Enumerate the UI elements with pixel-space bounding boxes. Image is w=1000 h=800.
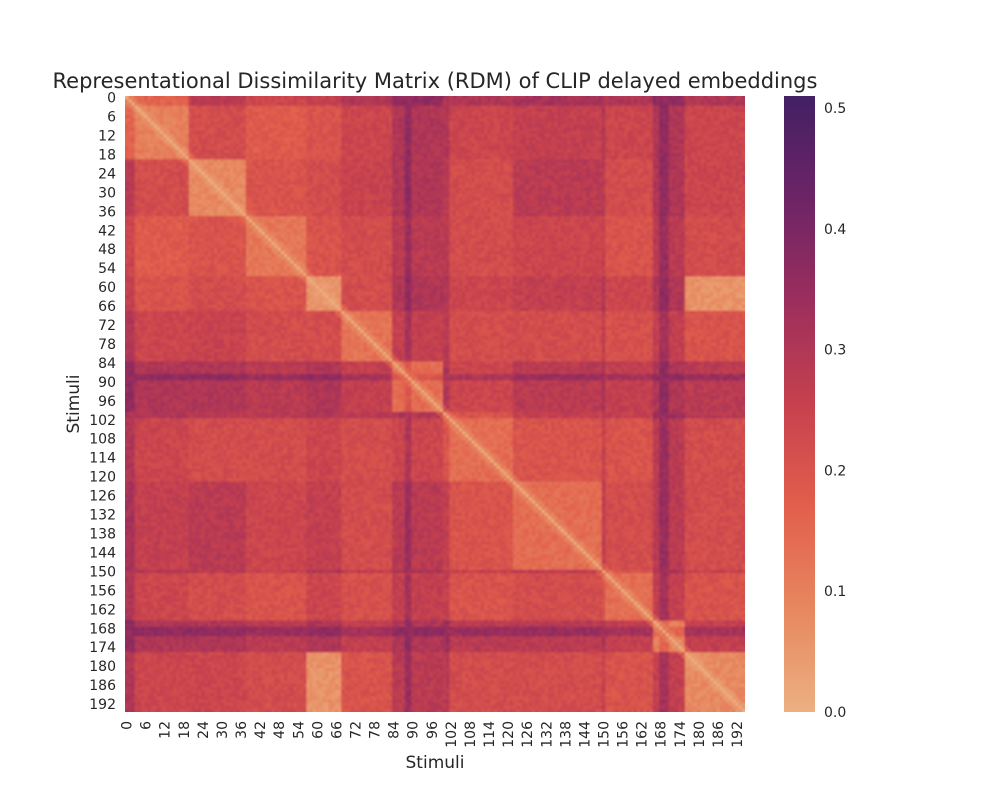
y-tick-label: 174 <box>89 640 116 656</box>
y-tick-label: 180 <box>89 659 116 675</box>
x-tick-label: 66 <box>329 721 345 739</box>
colorbar-tick-label: 0.4 <box>824 222 846 238</box>
y-tick-label: 36 <box>98 204 116 220</box>
y-tick-label: 132 <box>89 508 116 524</box>
x-tick-label: 24 <box>196 721 212 739</box>
y-tick-label: 102 <box>89 413 116 429</box>
y-tick-label: 78 <box>98 337 116 353</box>
x-tick-label: 156 <box>616 721 632 748</box>
y-tick-label: 186 <box>89 678 116 694</box>
y-tick-label: 162 <box>89 602 116 618</box>
y-tick-label: 6 <box>107 110 116 126</box>
y-tick-label: 84 <box>98 356 116 372</box>
y-tick-label: 66 <box>98 299 116 315</box>
x-tick-label: 96 <box>425 721 441 739</box>
x-tick-label: 84 <box>387 721 403 739</box>
y-tick-label: 30 <box>98 185 116 201</box>
y-tick-label: 42 <box>98 223 116 239</box>
x-tick-label: 132 <box>539 721 555 748</box>
x-tick-label: 102 <box>444 721 460 748</box>
colorbar-gradient <box>784 96 815 712</box>
x-tick-label: 120 <box>501 721 517 748</box>
x-tick-label: 180 <box>692 721 708 748</box>
x-tick-label: 150 <box>597 721 613 748</box>
x-tick-label: 60 <box>310 721 326 739</box>
x-tick-label: 108 <box>463 721 479 748</box>
y-tick-label: 126 <box>89 489 116 505</box>
y-tick-label: 150 <box>89 564 116 580</box>
x-tick-label: 168 <box>654 721 670 748</box>
y-axis-ticks: 0 6 12 18 24 30 36 42 48 54 60 66 72 78 84 90 96 102 108 11… <box>89 91 116 714</box>
y-tick-label: 48 <box>98 242 116 258</box>
y-tick-label: 96 <box>98 394 116 410</box>
x-tick-label: 18 <box>177 721 193 739</box>
y-tick-label: 24 <box>98 166 116 182</box>
heatmap-area <box>125 96 745 712</box>
y-tick-label: 12 <box>98 128 116 144</box>
y-tick-label: 90 <box>98 375 116 391</box>
y-tick-label: 72 <box>98 318 116 334</box>
y-tick-label: 168 <box>89 621 116 637</box>
y-tick-label: 114 <box>89 451 116 467</box>
y-tick-label: 138 <box>89 527 116 543</box>
x-tick-label: 42 <box>253 721 269 739</box>
x-tick-label: 114 <box>482 721 498 748</box>
x-tick-label: 174 <box>673 721 689 748</box>
y-tick-label: 108 <box>89 432 116 448</box>
x-tick-label: 138 <box>558 721 574 748</box>
y-tick-label: 0 <box>107 91 116 107</box>
colorbar-tick-label: 0.0 <box>824 705 846 721</box>
colorbar-tick-label: 0.5 <box>824 101 846 117</box>
x-tick-label: 162 <box>635 721 651 748</box>
y-tick-label: 144 <box>89 545 116 561</box>
y-axis-label: Stimuli <box>64 375 84 434</box>
colorbar-tick-label: 0.3 <box>824 343 846 359</box>
colorbar: 0.0 0.1 0.2 0.3 0.4 0.5 <box>784 96 846 721</box>
x-tick-label: 36 <box>234 721 250 739</box>
x-axis-ticks: 0 6 12 18 24 30 36 42 48 54 60 66 72 78 84 90 96 102 108 11… <box>120 721 746 748</box>
colorbar-ticks: 0.0 0.1 0.2 0.3 0.4 0.5 <box>824 101 846 721</box>
x-tick-label: 30 <box>215 721 231 739</box>
chart-title: Representational Dissimilarity Matrix (R… <box>53 69 818 93</box>
x-tick-label: 54 <box>291 721 307 739</box>
x-tick-label: 72 <box>349 721 365 739</box>
y-tick-label: 54 <box>98 261 116 277</box>
y-tick-label: 156 <box>89 583 116 599</box>
x-tick-label: 90 <box>406 721 422 739</box>
x-tick-label: 186 <box>711 721 727 748</box>
x-tick-label: 144 <box>577 721 593 748</box>
heatmap-image <box>125 96 745 712</box>
x-tick-label: 6 <box>139 721 155 730</box>
x-tick-label: 48 <box>272 721 288 739</box>
x-tick-label: 0 <box>120 721 136 730</box>
y-tick-label: 18 <box>98 147 116 163</box>
colorbar-tick-label: 0.1 <box>824 584 846 600</box>
x-tick-label: 12 <box>158 721 174 739</box>
y-tick-label: 192 <box>89 697 116 713</box>
x-tick-label: 126 <box>520 721 536 748</box>
x-tick-label: 78 <box>368 721 384 739</box>
y-tick-label: 120 <box>89 470 116 486</box>
y-tick-label: 60 <box>98 280 116 296</box>
x-tick-label: 192 <box>730 721 746 748</box>
x-axis-label: Stimuli <box>406 753 465 773</box>
colorbar-tick-label: 0.2 <box>824 463 846 479</box>
